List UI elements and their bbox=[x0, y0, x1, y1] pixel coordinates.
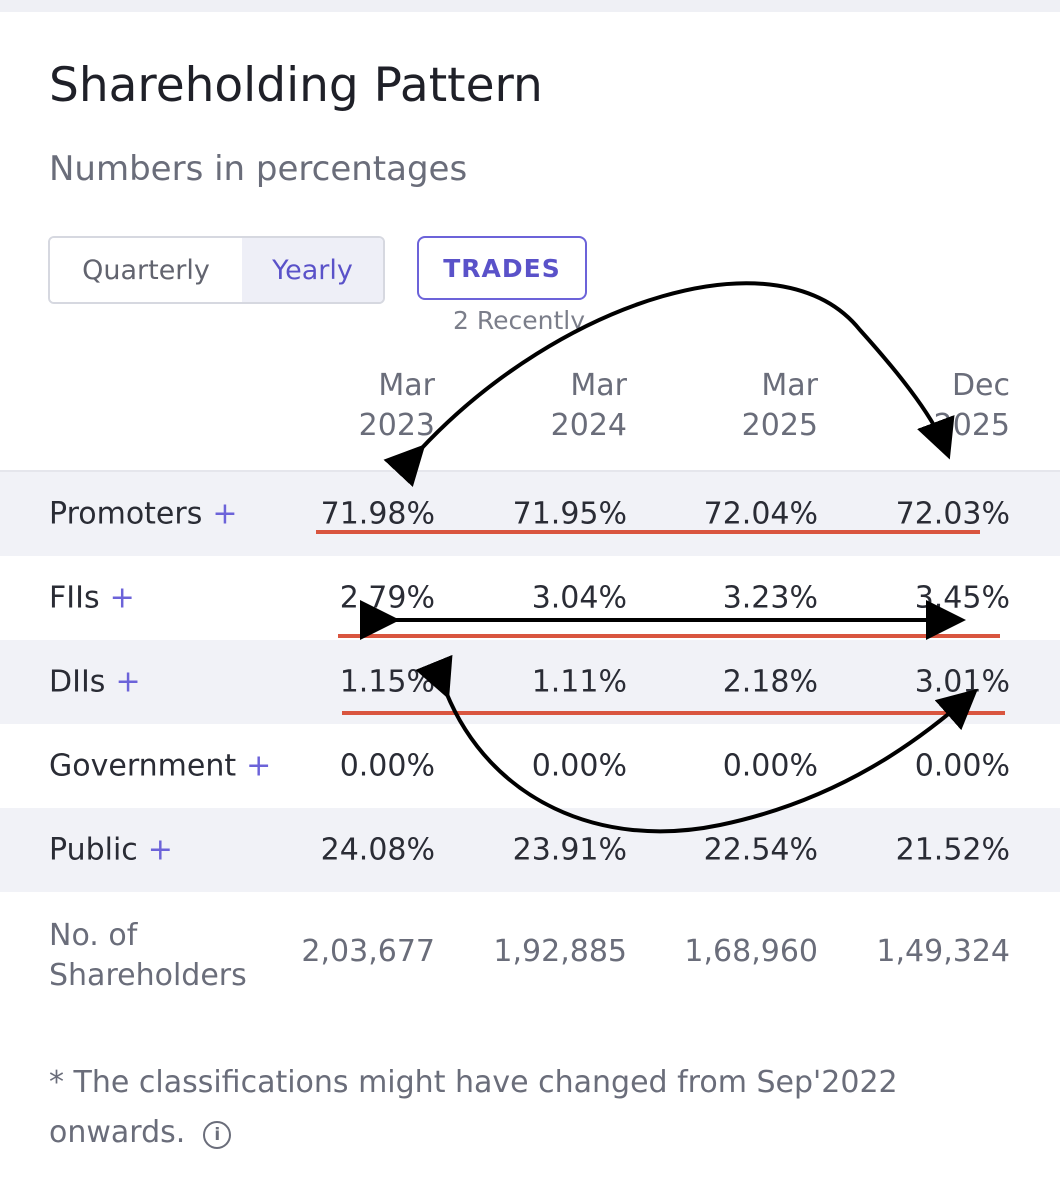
table-row-government: Government + 0.00% 0.00% 0.00% 0.00% bbox=[0, 724, 1060, 808]
row-label: Public + bbox=[49, 833, 173, 868]
trades-button[interactable]: TRADES bbox=[417, 236, 587, 300]
column-year: 2024 bbox=[550, 408, 627, 443]
column-header: Mar 2025 bbox=[638, 366, 818, 446]
expand-plus-button[interactable]: + bbox=[115, 664, 141, 700]
table-cell: 22.54% bbox=[703, 832, 818, 868]
shareholders-label: No. of Shareholders bbox=[49, 916, 247, 996]
trades-note: 2 Recently bbox=[453, 306, 585, 335]
table-cell: 21.52% bbox=[895, 832, 1010, 868]
column-year: 2025 bbox=[741, 408, 818, 443]
shareholders-count: 1,92,885 bbox=[493, 934, 627, 969]
table-cell: 0.00% bbox=[531, 748, 627, 784]
shareholders-count: 2,03,677 bbox=[301, 934, 435, 969]
row-label: Promoters + bbox=[49, 497, 238, 532]
table-cell: 24.08% bbox=[320, 832, 435, 868]
info-circle-icon[interactable]: i bbox=[203, 1121, 232, 1149]
shareholders-label-line: No. of bbox=[49, 918, 138, 953]
table-cell: 3.45% bbox=[914, 580, 1010, 616]
column-year: 2025 bbox=[933, 408, 1010, 443]
table-row-fiis: FIIs + 2.79% 3.04% 3.23% 3.45% bbox=[0, 556, 1060, 640]
table-cell: 1.15% bbox=[339, 664, 435, 700]
page-subtitle: Numbers in percentages bbox=[49, 149, 468, 189]
row-label-text: FIIs bbox=[49, 580, 100, 616]
table-cell: 0.00% bbox=[339, 748, 435, 784]
table-cell: 2.79% bbox=[339, 580, 435, 616]
row-label: FIIs + bbox=[49, 581, 135, 616]
column-header: Mar 2024 bbox=[447, 366, 627, 446]
column-year: 2023 bbox=[358, 408, 435, 443]
row-label-text: DIIs bbox=[49, 664, 106, 700]
footnote-text: * The classifications might have changed… bbox=[49, 1065, 898, 1150]
table-row-promoters: Promoters + 71.98% 71.95% 72.04% 72.03% bbox=[0, 472, 1060, 556]
table-cell: 72.03% bbox=[895, 496, 1010, 532]
page-title: Shareholding Pattern bbox=[49, 58, 543, 113]
column-month: Mar bbox=[378, 368, 435, 403]
top-strip bbox=[0, 0, 1060, 12]
column-month: Mar bbox=[570, 368, 627, 403]
table-cell: 3.23% bbox=[722, 580, 818, 616]
table-cell: 71.98% bbox=[320, 496, 435, 532]
column-month: Mar bbox=[761, 368, 818, 403]
column-month: Dec bbox=[951, 368, 1010, 403]
table-row-diis: DIIs + 1.15% 1.11% 2.18% 3.01% bbox=[0, 640, 1060, 724]
table-cell: 72.04% bbox=[703, 496, 818, 532]
table-row-public: Public + 24.08% 23.91% 22.54% 21.52% bbox=[0, 808, 1060, 892]
period-toggle: Quarterly Yearly bbox=[48, 236, 385, 304]
expand-plus-button[interactable]: + bbox=[147, 832, 173, 868]
shareholders-count: 1,49,324 bbox=[876, 934, 1010, 969]
row-label: Government + bbox=[49, 749, 271, 784]
shareholders-label-line: Shareholders bbox=[49, 958, 247, 993]
table-cell: 0.00% bbox=[914, 748, 1010, 784]
table-cell: 2.18% bbox=[722, 664, 818, 700]
toggle-quarterly[interactable]: Quarterly bbox=[50, 238, 242, 302]
table-cell: 71.95% bbox=[512, 496, 627, 532]
expand-plus-button[interactable]: + bbox=[246, 748, 272, 784]
column-header: Dec 2025 bbox=[830, 366, 1010, 446]
footnote: * The classifications might have changed… bbox=[49, 1058, 1009, 1158]
expand-plus-button[interactable]: + bbox=[212, 496, 238, 532]
row-label-text: Government bbox=[49, 748, 237, 784]
table-cell: 1.11% bbox=[531, 664, 627, 700]
column-header: Mar 2023 bbox=[255, 366, 435, 446]
toggle-yearly[interactable]: Yearly bbox=[242, 238, 383, 302]
table-cell: 23.91% bbox=[512, 832, 627, 868]
shareholders-count: 1,68,960 bbox=[684, 934, 818, 969]
table-cell: 0.00% bbox=[722, 748, 818, 784]
table-cell: 3.01% bbox=[914, 664, 1010, 700]
expand-plus-button[interactable]: + bbox=[109, 580, 135, 616]
row-label-text: Public bbox=[49, 832, 138, 868]
row-label-text: Promoters bbox=[49, 496, 203, 532]
table-cell: 3.04% bbox=[531, 580, 627, 616]
row-label: DIIs + bbox=[49, 665, 141, 700]
